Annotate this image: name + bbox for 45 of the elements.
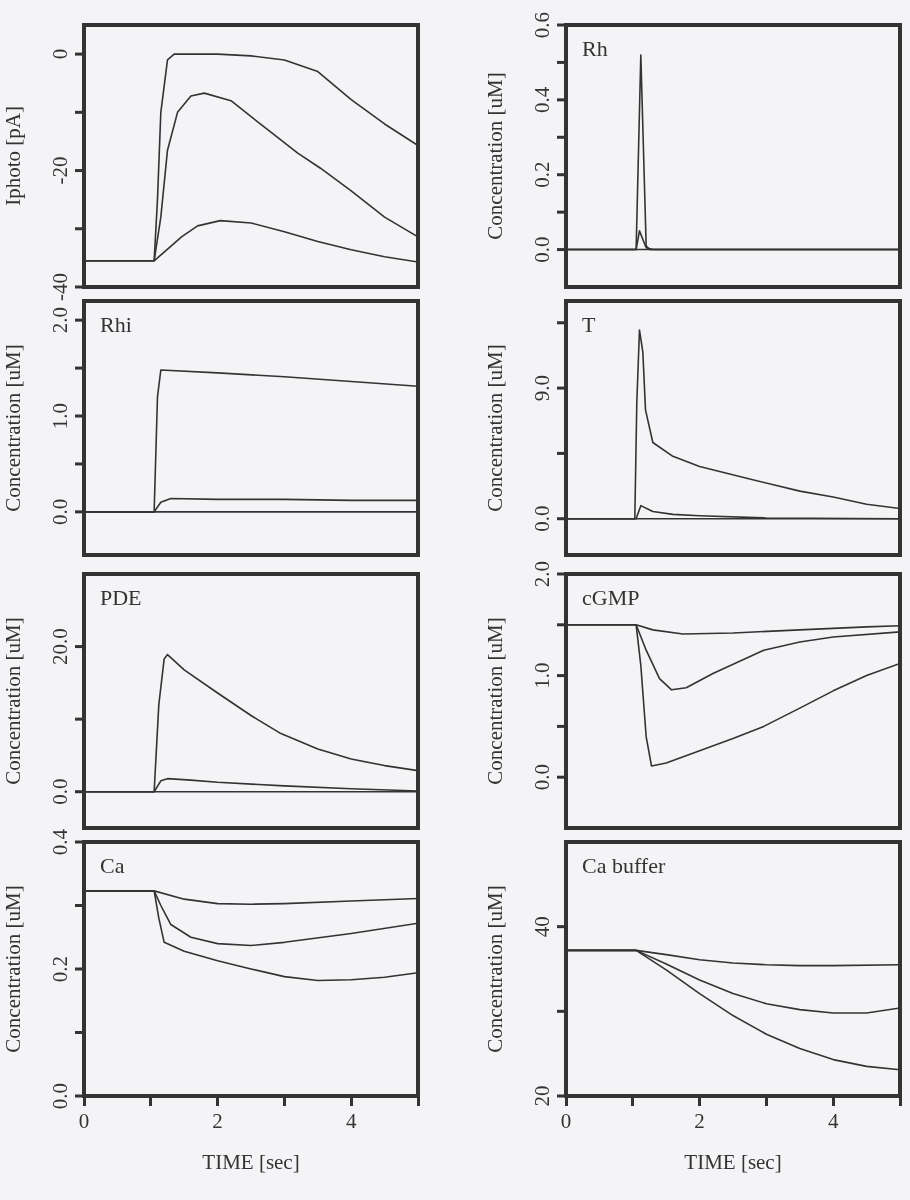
y-tick-label: 0 [48,48,73,60]
y-tick-label: 20.0 [48,628,73,665]
y-tick-label: 1.0 [530,662,555,689]
y-tick-label: -20 [48,156,73,185]
x-tick-label: 2 [694,1109,705,1134]
x-tick-label: 0 [78,1109,90,1134]
y-axis-title: Concentration [uM] [1,885,26,1053]
x-tick-label: 2 [212,1109,223,1134]
text: PDE [100,584,142,610]
y-axis-title: Concentration [uM] [483,72,508,240]
text: T [582,311,596,337]
text: Rh [582,35,608,61]
y-tick-label: 0.0 [530,764,555,791]
x-tick-label: 4 [827,1109,839,1134]
x-axis-title: TIME [sec] [202,1149,300,1174]
y-tick-label: 0.2 [48,955,73,983]
y-tick-label: 2.0 [530,560,555,588]
x-tick-label: 0 [560,1109,572,1134]
y-tick-label: 0.0 [48,498,73,525]
text: Ca buffer [582,852,666,878]
y-tick-label: 0.6 [530,11,555,39]
y-tick-label: 1.0 [48,402,73,430]
y-axis-title: Concentration [uM] [483,344,508,512]
y-axis-title: Concentration [uM] [1,344,26,512]
y-tick-label: 2.0 [48,307,73,334]
text: Ca [100,852,125,878]
y-tick-label: 0.0 [530,505,555,532]
y-tick-label: 0.0 [48,778,73,805]
y-tick-label: 0.4 [48,828,73,856]
text: cGMP [582,584,640,610]
y-tick-label: 40 [530,916,555,938]
y-axis-title: Iphoto [pA] [1,106,26,206]
y-axis-title: Concentration [uM] [483,617,508,785]
text: Rhi [100,311,132,337]
y-tick-label: -40 [48,273,73,301]
y-tick-label: 0.0 [48,1082,73,1110]
y-axis-title: Concentration [uM] [1,617,26,785]
x-axis-title: TIME [sec] [684,1149,782,1174]
y-tick-label: 9.0 [530,374,555,402]
y-tick-label: 20 [530,1085,555,1107]
y-tick-label: 0.4 [530,86,555,113]
y-tick-label: 0.0 [530,236,555,263]
y-axis-title: Concentration [uM] [483,885,508,1053]
y-tick-label: 0.2 [530,161,555,188]
x-tick-label: 4 [345,1109,357,1134]
